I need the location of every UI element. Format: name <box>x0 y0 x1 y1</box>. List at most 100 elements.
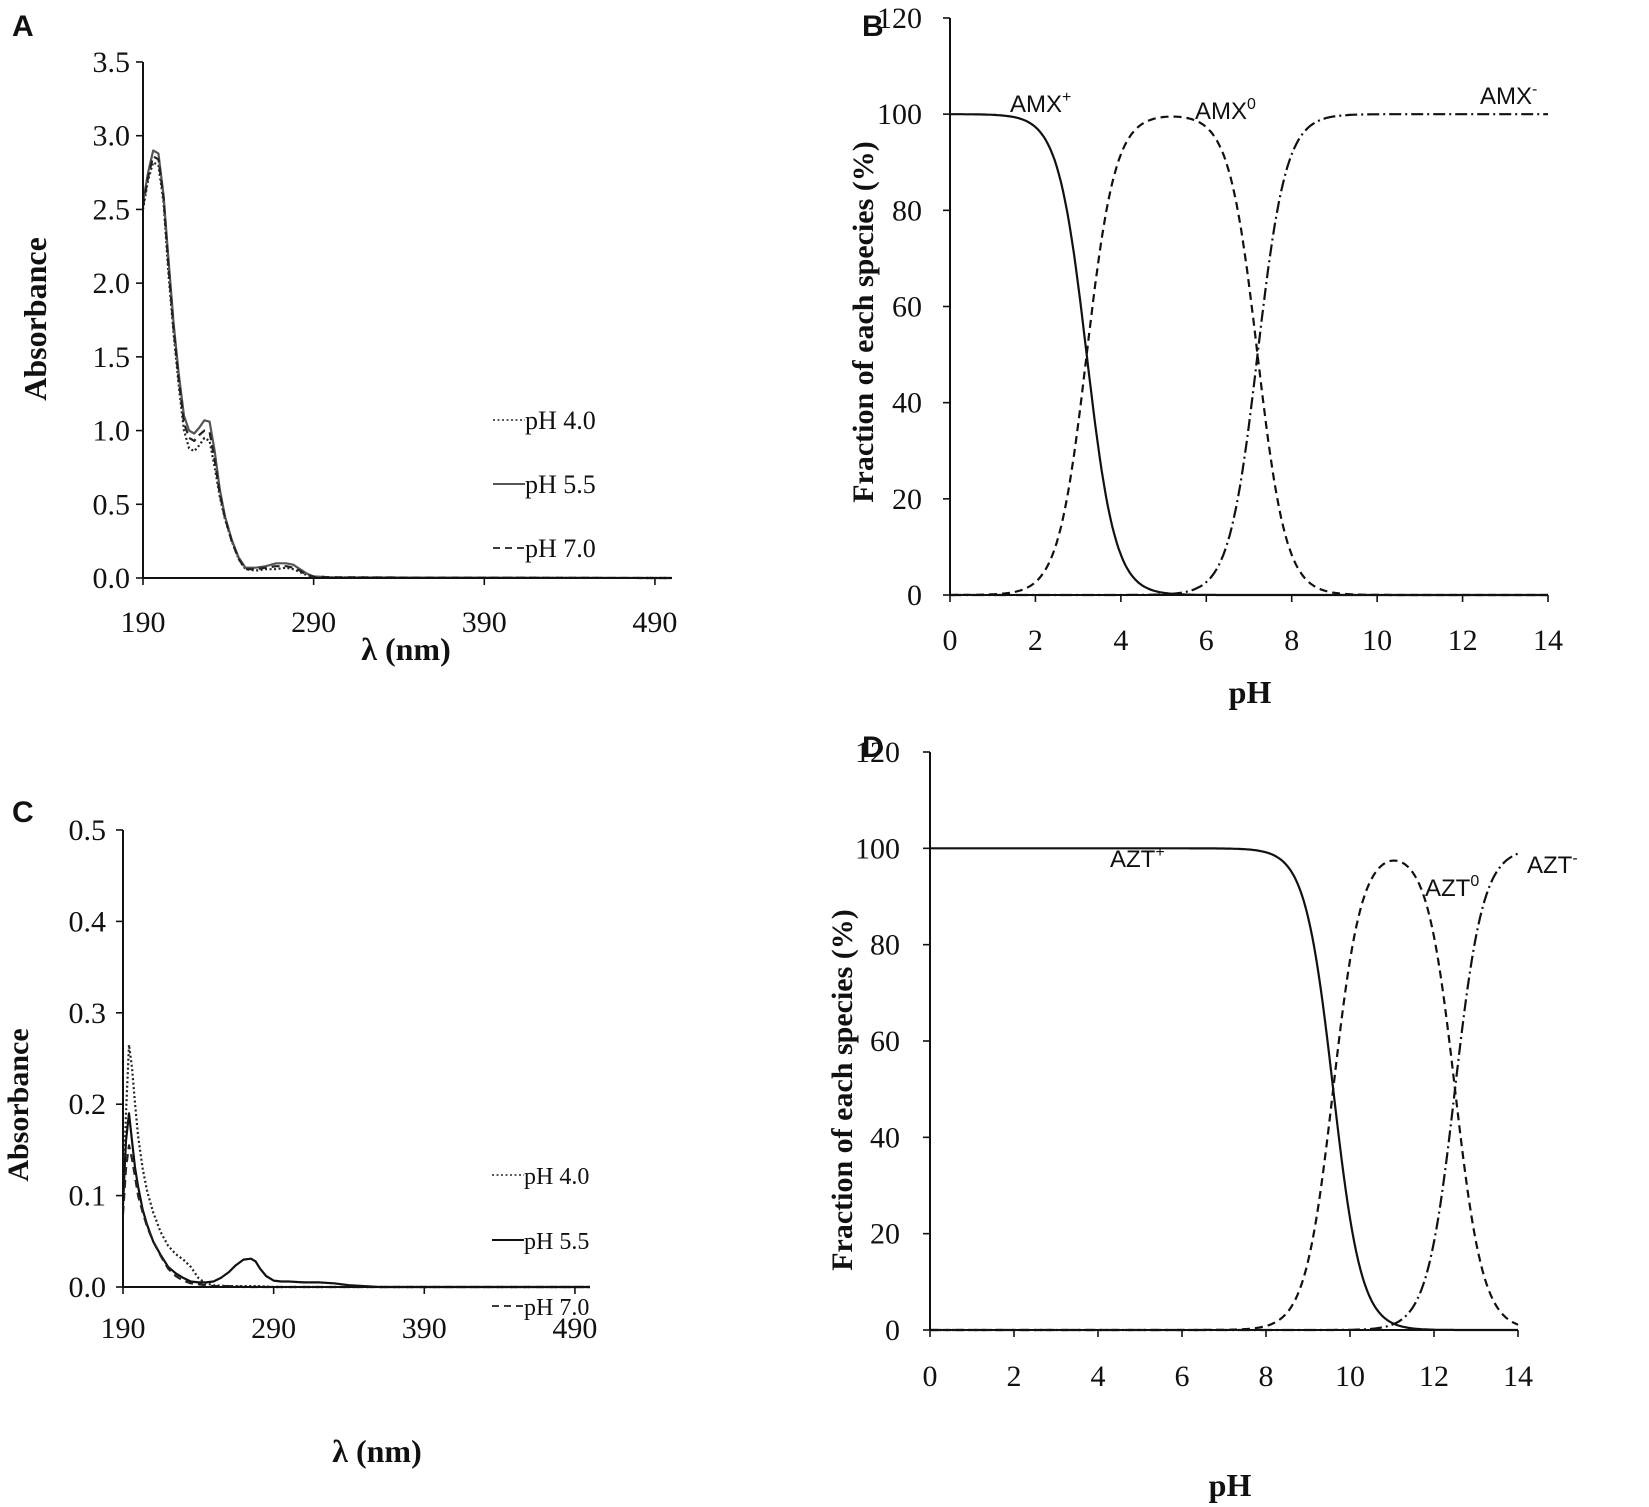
y-tick-label: 1.0 <box>93 415 131 448</box>
series-group <box>930 847 1519 1332</box>
x-tick-label: 12 <box>1448 624 1478 657</box>
y-tick-label: 60 <box>892 291 922 324</box>
y-tick-labels: 0.0 0.1 0.2 0.3 0.4 0.5 <box>69 814 123 1304</box>
x-axis-label: pH <box>1209 1467 1252 1503</box>
y-tick-label: 80 <box>892 194 922 227</box>
legend: pH 4.0 pH 5.5 pH 7.0 <box>493 406 596 563</box>
y-tick-label: 0 <box>885 1314 900 1347</box>
x-tick-label: 4 <box>1091 1360 1106 1393</box>
y-tick-label: 20 <box>870 1218 900 1251</box>
x-tick-label: 2 <box>1028 624 1043 657</box>
series-label-amx-zero: AMX0 <box>1195 96 1256 125</box>
axes <box>142 62 672 579</box>
x-tick-label: 6 <box>1175 1360 1190 1393</box>
x-tick-label: 190 <box>121 606 166 639</box>
series-line-amx0 <box>950 115 1548 597</box>
y-tick-label: 0 <box>907 579 922 612</box>
x-axis-label: pH <box>1229 674 1272 710</box>
x-tick-label: 6 <box>1199 624 1214 657</box>
y-tick-label: 1.5 <box>93 341 131 374</box>
y-tick-label: 0.1 <box>69 1180 107 1213</box>
x-tick-label: 10 <box>1362 624 1392 657</box>
x-tick-labels: 190 290 390 490 <box>121 578 677 639</box>
x-tick-label: 0 <box>923 1360 938 1393</box>
series-line-ph-4-0 <box>121 1043 590 1289</box>
panel-a: A 0.00.51.01.52.02.53.03.5 190 290 390 490 … <box>12 10 677 667</box>
x-axis-label: λ (nm) <box>361 631 450 667</box>
y-tick-label: 0.4 <box>69 905 107 938</box>
y-tick-labels: 0.0 0.5 1.0 1.5 2.0 2.5 3.0 3.5 <box>93 46 143 595</box>
legend-label-ph-5-5: pH 5.5 <box>524 1229 589 1255</box>
y-tick-label: 40 <box>870 1121 900 1154</box>
x-tick-label: 2 <box>1007 1360 1022 1393</box>
y-tick-label: 2.5 <box>93 193 131 226</box>
x-tick-label: 10 <box>1335 1360 1365 1393</box>
y-tick-label: 60 <box>870 1025 900 1058</box>
series-label-azt-plus: AZT+ <box>1110 844 1165 873</box>
y-tick-label: 120 <box>855 736 900 769</box>
x-tick-label: 290 <box>251 1312 296 1345</box>
series-line-amx <box>950 113 1548 597</box>
series-label-azt-zero: AZT0 <box>1425 873 1479 902</box>
y-tick-label: 2.0 <box>93 267 131 300</box>
x-axis-label: λ (nm) <box>332 1433 421 1469</box>
x-tick-label: 8 <box>1284 624 1299 657</box>
y-axis-label: Absorbance <box>2 1028 35 1181</box>
x-tick-labels: 190 290 390 490 <box>101 1287 597 1345</box>
y-tick-label: 80 <box>870 929 900 962</box>
x-tick-label: 8 <box>1259 1360 1274 1393</box>
series-line-ph-7-0 <box>121 1144 590 1289</box>
x-tick-labels: 0 2 4 6 8 10 12 14 <box>923 1330 1533 1393</box>
axes <box>929 752 1518 1331</box>
series-line-azt <box>930 852 1519 1332</box>
y-tick-labels: 0 20 40 60 80 100 120 <box>855 736 930 1347</box>
y-tick-label: 3.5 <box>93 46 131 79</box>
panel-letter-d: D <box>862 731 884 764</box>
series-line-ph-5-5 <box>121 1112 590 1289</box>
series-label-amx-plus: AMX+ <box>1010 89 1071 118</box>
legend-label-ph-5-5: pH 5.5 <box>525 470 596 499</box>
y-tick-label: 0.5 <box>93 488 131 521</box>
panel-letter-c: C <box>12 796 34 829</box>
y-tick-label: 0.0 <box>69 1271 107 1304</box>
y-tick-label: 0.2 <box>69 1088 107 1121</box>
series-label-azt-minus: AZT- <box>1527 850 1578 879</box>
series-group <box>141 149 673 580</box>
y-tick-labels: 0 20 40 60 80 100 120 <box>877 2 950 612</box>
panel-b: B 0 20 40 60 80 100 120 0 2 4 6 8 10 12 14 Fraction o… <box>847 2 1563 710</box>
x-tick-label: 14 <box>1533 624 1563 657</box>
legend: pH 4.0 pH 5.5 pH 7.0 <box>492 1164 589 1321</box>
y-tick-label: 3.0 <box>93 120 131 153</box>
y-tick-label: 100 <box>877 98 922 131</box>
y-tick-label: 0.3 <box>69 997 107 1030</box>
series-group <box>121 1043 590 1289</box>
x-tick-label: 12 <box>1419 1360 1449 1393</box>
x-tick-label: 490 <box>552 1312 597 1345</box>
x-tick-label: 190 <box>101 1312 146 1345</box>
panel-letter-a: A <box>12 10 34 43</box>
y-tick-label: 0.5 <box>69 814 107 847</box>
legend-label-ph-7: pH 7.0 <box>524 1295 589 1321</box>
x-tick-label: 290 <box>291 606 336 639</box>
y-tick-label: 0.0 <box>93 562 131 595</box>
legend-label-ph-4: pH 4.0 <box>524 1164 589 1190</box>
legend-label-ph-4: pH 4.0 <box>525 406 596 435</box>
y-tick-label: 100 <box>855 832 900 865</box>
x-tick-label: 390 <box>462 606 507 639</box>
axes <box>122 830 590 1288</box>
x-tick-label: 390 <box>402 1312 447 1345</box>
y-tick-label: 40 <box>892 387 922 420</box>
x-tick-label: 490 <box>632 606 677 639</box>
series-group <box>950 113 1548 597</box>
axes <box>949 18 1548 596</box>
x-tick-label: 14 <box>1503 1360 1533 1393</box>
series-line-amx <box>950 113 1548 597</box>
y-axis-label: Fraction of each species (%) <box>826 909 859 1271</box>
series-line-azt0 <box>930 859 1519 1332</box>
y-tick-label: 20 <box>892 483 922 516</box>
x-tick-labels: 0 2 4 6 8 10 12 14 <box>943 595 1563 657</box>
y-tick-label: 120 <box>877 2 922 35</box>
y-axis-label: Fraction of each species (%) <box>847 141 880 503</box>
panel-c: C 0.0 0.1 0.2 0.3 0.4 0.5 190 290 390 490 Absorb… <box>2 796 597 1469</box>
